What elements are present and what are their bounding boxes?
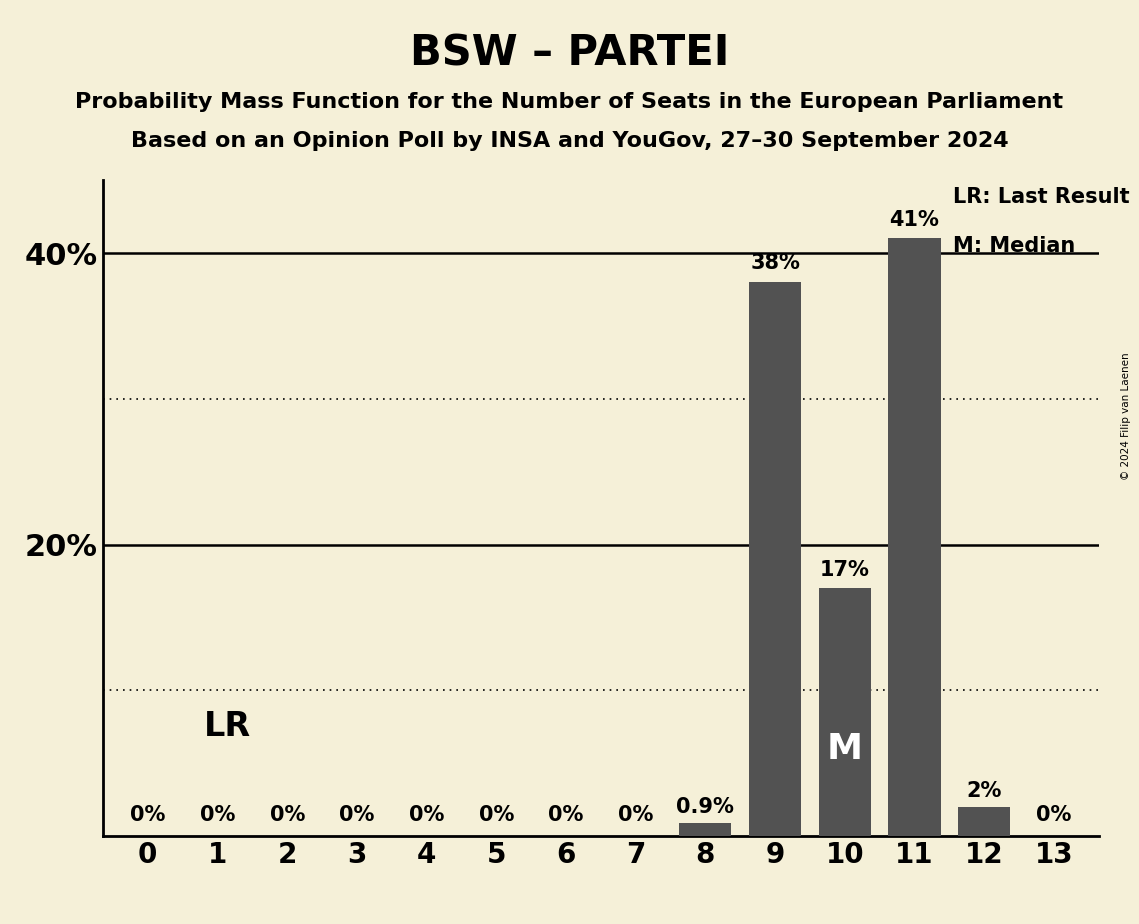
Bar bbox=[958, 807, 1010, 836]
Bar bbox=[888, 238, 941, 836]
Text: 38%: 38% bbox=[751, 253, 800, 274]
Text: M: Median: M: Median bbox=[953, 236, 1075, 256]
Text: 0%: 0% bbox=[618, 805, 654, 824]
Text: M: M bbox=[827, 733, 862, 767]
Text: 0.9%: 0.9% bbox=[677, 797, 735, 817]
Text: Probability Mass Function for the Number of Seats in the European Parliament: Probability Mass Function for the Number… bbox=[75, 92, 1064, 113]
Text: 0%: 0% bbox=[1036, 805, 1072, 824]
Bar bbox=[749, 282, 801, 836]
Text: 2%: 2% bbox=[967, 781, 1002, 801]
Text: © 2024 Filip van Laenen: © 2024 Filip van Laenen bbox=[1121, 352, 1131, 480]
Text: BSW – PARTEI: BSW – PARTEI bbox=[410, 32, 729, 74]
Text: LR: Last Result: LR: Last Result bbox=[953, 188, 1130, 208]
Bar bbox=[819, 589, 871, 836]
Text: LR: LR bbox=[204, 711, 251, 744]
Text: 0%: 0% bbox=[409, 805, 444, 824]
Text: 0%: 0% bbox=[199, 805, 235, 824]
Text: 41%: 41% bbox=[890, 210, 940, 230]
Text: 0%: 0% bbox=[339, 805, 375, 824]
Text: Based on an Opinion Poll by INSA and YouGov, 27–30 September 2024: Based on an Opinion Poll by INSA and You… bbox=[131, 131, 1008, 152]
Text: 0%: 0% bbox=[270, 805, 305, 824]
Text: 17%: 17% bbox=[820, 560, 870, 579]
Bar bbox=[679, 823, 731, 836]
Text: 0%: 0% bbox=[548, 805, 583, 824]
Text: 0%: 0% bbox=[130, 805, 165, 824]
Text: 0%: 0% bbox=[478, 805, 514, 824]
